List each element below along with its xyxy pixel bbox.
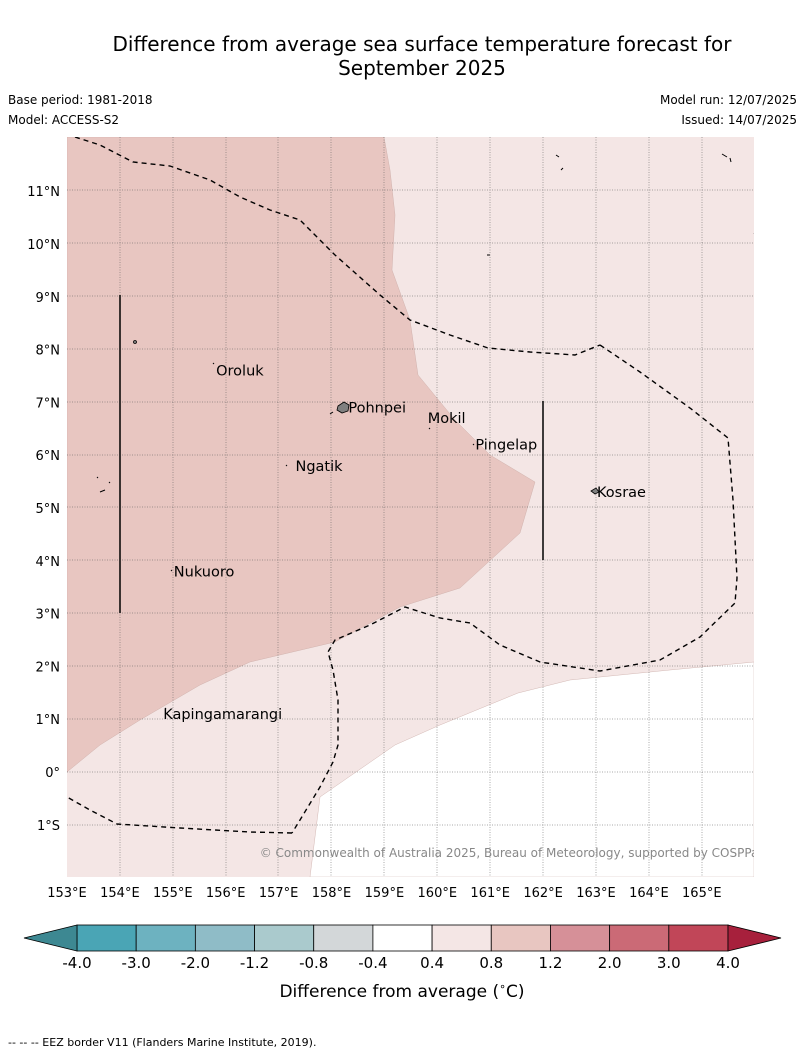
forecast-map: Oroluk Pohnpei Mokil Pingelap Ngatik Kosrae Nu… — [23, 137, 782, 1002]
issued-date: Issued: 14/07/2025 — [681, 113, 797, 127]
lon-tick-label: 157°E — [259, 886, 299, 901]
place-label: Kapingamarangi — [163, 707, 282, 723]
eez-border-north — [74, 137, 601, 356]
anomaly-band-neutral — [309, 661, 754, 877]
colorbar: -4.0 -3.0 -2.0 -1.2 -0.8 -0.4 0.4 0.8 1.2 2.0 3.0 4… — [23, 924, 782, 1002]
map-plot-area: Oroluk Pohnpei Mokil Pingelap Ngatik Kosrae Nu… — [67, 137, 765, 877]
colorbar-extend-low — [23, 924, 78, 952]
colorbar-segment — [668, 924, 729, 952]
title-line-2: September 2025 — [338, 56, 506, 80]
lon-tick-label: 163°E — [576, 886, 616, 901]
place-label: Oroluk — [216, 364, 264, 380]
colorbar-title: Difference from average (∘C) — [279, 980, 524, 1002]
colorbar-tick-label: -0.8 — [299, 954, 328, 972]
degree-symbol: ∘ — [499, 980, 506, 993]
colorbar-tick-label: 0.8 — [479, 954, 503, 972]
lon-tick-label: 154°E — [100, 886, 140, 901]
colorbar-tick-label: 4.0 — [716, 954, 740, 972]
boundary-lines — [119, 295, 544, 613]
lat-tick-label: 8°N — [36, 344, 61, 359]
lon-tick-label: 160°E — [418, 886, 458, 901]
lon-tick-label: 155°E — [153, 886, 193, 901]
colorbar-title-unit: C) — [506, 982, 525, 1002]
place-label: Pingelap — [475, 438, 537, 454]
colorbar-tick-label: 2.0 — [598, 954, 622, 972]
model-run: Model run: 12/07/2025 — [659, 93, 797, 107]
lat-tick-label: 11°N — [27, 185, 60, 200]
colorbar-tick-label: -4.0 — [62, 954, 91, 972]
latitude-tick-labels: 11°N 10°N 9°N 8°N 7°N 6°N 5°N 4°N 3°N 2°N 1°N 0° 1°S — [27, 185, 60, 834]
islet — [133, 340, 137, 344]
colorbar-tick-labels: -4.0 -3.0 -2.0 -1.2 -0.8 -0.4 0.4 0.8 1.2 2.0 3.0 4… — [62, 954, 740, 972]
lon-tick-label: 165°E — [682, 886, 722, 901]
place-label: Mokil — [428, 411, 466, 427]
kosrae-island — [590, 487, 600, 495]
place-label: Ngatik — [295, 459, 343, 475]
colorbar-segments — [76, 924, 729, 952]
place-labels: Oroluk Pohnpei Mokil Pingelap Ngatik Kosrae Nu… — [163, 364, 646, 723]
colorbar-tick-label: 3.0 — [657, 954, 681, 972]
lat-tick-label: 7°N — [36, 396, 61, 411]
colorbar-segment — [194, 924, 255, 952]
colorbar-segment — [254, 924, 315, 952]
eez-border-south — [67, 796, 293, 834]
place-label: Pohnpei — [348, 401, 406, 417]
colorbar-title-text: Difference from average ( — [279, 982, 499, 1002]
lon-tick-label: 159°E — [365, 886, 405, 901]
islands — [133, 340, 600, 495]
eez-legend-text: -- -- -- EEZ border V11 (Flanders Marine… — [8, 1036, 317, 1049]
map-title: Difference from average sea surface temp… — [40, 32, 804, 80]
colorbar-extend-high — [727, 924, 782, 952]
colorbar-tick-label: 1.2 — [539, 954, 563, 972]
model-name: Model: ACCESS-S2 — [8, 113, 120, 127]
lat-tick-label: 3°N — [36, 608, 61, 623]
eez-border — [67, 137, 738, 834]
colorbar-tick-label: -0.4 — [358, 954, 387, 972]
place-label: Nukuoro — [174, 564, 235, 580]
colorbar-segment — [431, 924, 492, 952]
lon-tick-label: 156°E — [206, 886, 246, 901]
lat-tick-label: 4°N — [36, 555, 61, 570]
longitude-tick-labels: 153°E 154°E 155°E 156°E 157°E 158°E 159°E 160°E… — [47, 886, 721, 901]
lat-tick-label: 10°N — [27, 238, 60, 253]
colorbar-segment — [313, 924, 374, 952]
lat-tick-label: 0° — [45, 766, 60, 781]
lon-tick-label: 153°E — [47, 886, 87, 901]
lat-tick-label: 2°N — [36, 660, 61, 675]
place-label: Kosrae — [597, 485, 646, 501]
lon-tick-label: 162°E — [523, 886, 563, 901]
lat-tick-label: 5°N — [36, 502, 61, 517]
pohnpei-island — [336, 401, 350, 414]
lon-tick-label: 161°E — [470, 886, 510, 901]
colorbar-segment — [76, 924, 137, 952]
colorbar-tick-label: -2.0 — [181, 954, 210, 972]
colorbar-segment — [490, 924, 551, 952]
small-islets — [96, 153, 754, 710]
title-line-1: Difference from average sea surface temp… — [112, 32, 732, 56]
eez-border-east — [291, 344, 738, 834]
colorbar-segment — [135, 924, 196, 952]
lon-tick-label: 164°E — [629, 886, 669, 901]
colorbar-segment — [550, 924, 611, 952]
lat-tick-label: 9°N — [36, 291, 61, 306]
colorbar-tick-label: -1.2 — [240, 954, 269, 972]
base-period: Base period: 1981-2018 — [8, 93, 153, 107]
lat-tick-label: 1°N — [36, 713, 61, 728]
lon-tick-label: 158°E — [312, 886, 352, 901]
colorbar-segment — [372, 924, 433, 952]
anomaly-band-0.8-1.2 — [67, 137, 536, 773]
colorbar-tick-label: 0.4 — [420, 954, 444, 972]
copyright-text: © Commonwealth of Australia 2025, Bureau… — [260, 846, 765, 860]
colorbar-tick-label: -3.0 — [122, 954, 151, 972]
lat-tick-label: 6°N — [36, 449, 61, 464]
lat-tick-label: 1°S — [37, 819, 60, 834]
colorbar-segment — [609, 924, 670, 952]
